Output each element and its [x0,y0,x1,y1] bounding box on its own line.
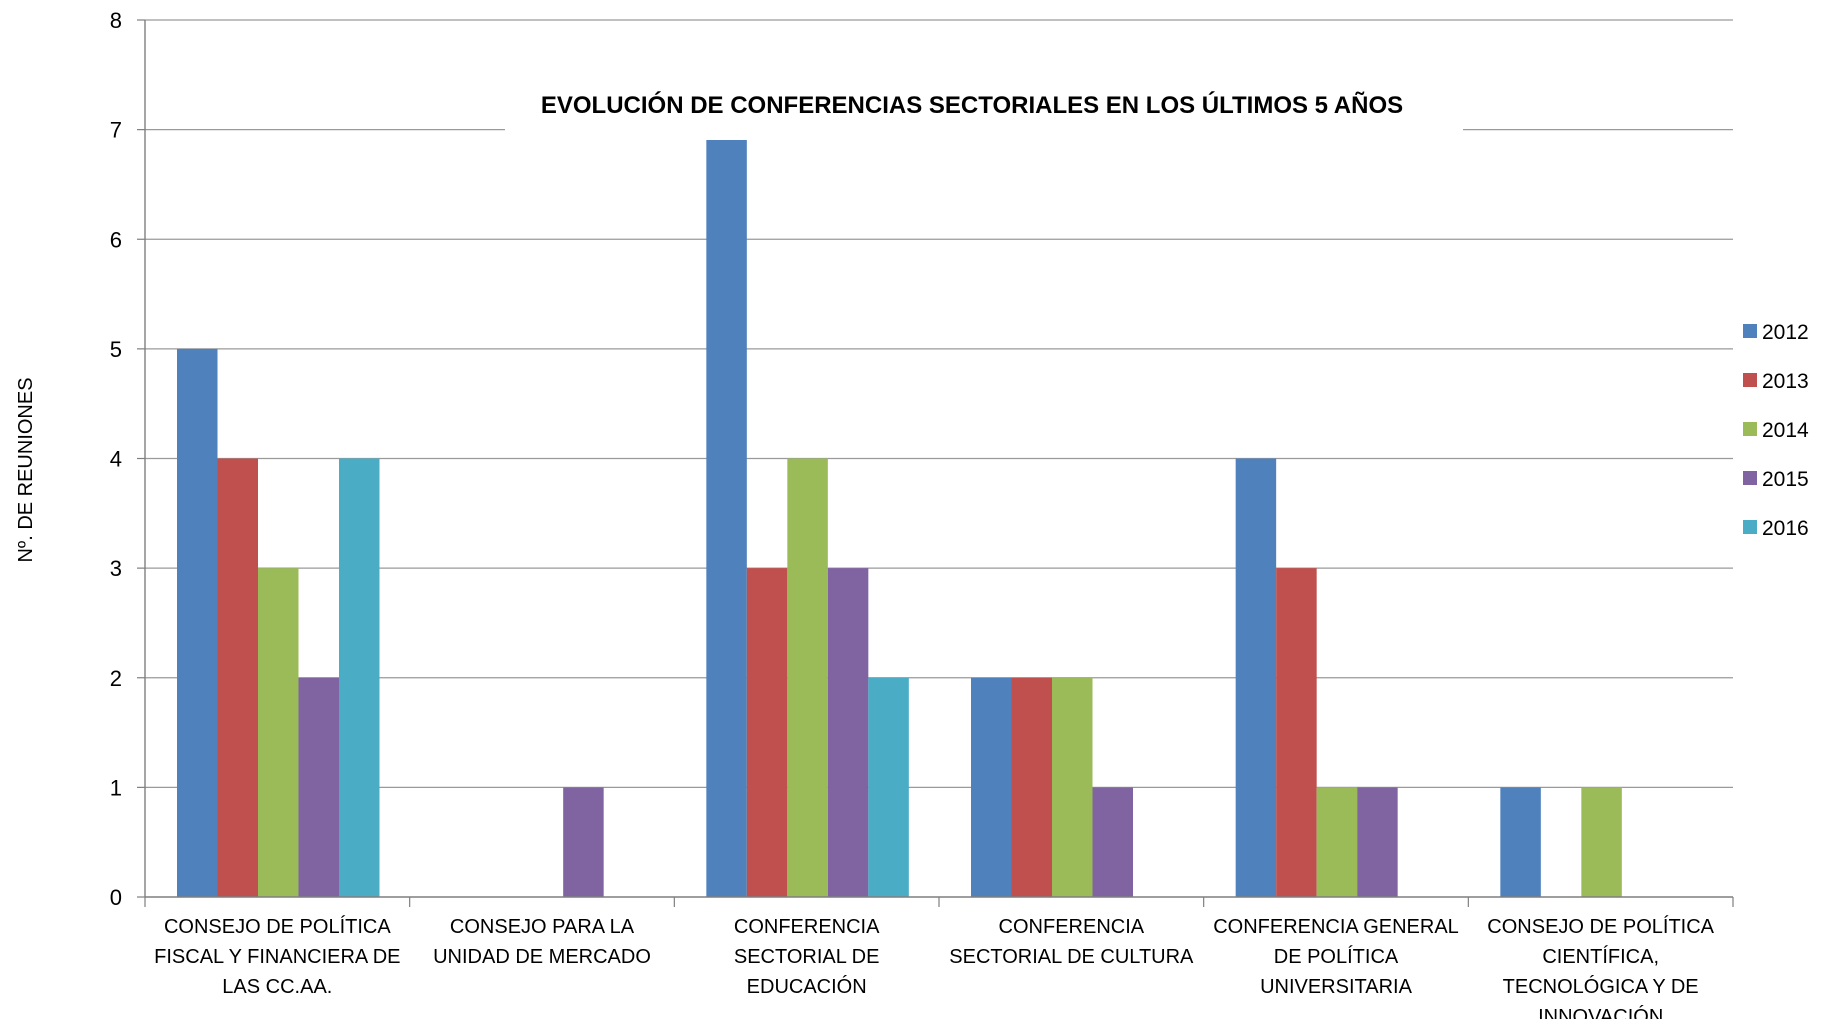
bar [563,787,604,897]
legend-label: 2014 [1762,419,1809,442]
x-category-label: FISCAL Y FINANCIERA DE [154,946,400,968]
x-category-label: SECTORIAL DE [734,946,880,968]
legend-swatch [1743,520,1757,534]
x-category-label: CONFERENCIA [734,916,880,938]
x-category-label: INNOVACIÓN [1538,1005,1663,1019]
bar [1235,458,1277,897]
y-tick-label: 5 [110,337,122,362]
bar [298,677,339,897]
y-tick-labels: 0 1 2 3 4 5 6 7 8 [110,8,122,910]
legend-label: 2013 [1762,370,1809,393]
legend-label: 2012 [1762,321,1809,344]
y-tick-label: 1 [110,775,122,800]
y-axis-label: Nº. DE REUNIONES [15,377,37,562]
bar [971,677,1012,897]
x-category-label: SECTORIAL DE CULTURA [949,946,1194,968]
x-category-label: UNIVERSITARIA [1260,976,1413,998]
x-category-label: TECNOLÓGICA Y DE [1503,975,1699,998]
y-tick-label: 0 [110,885,122,910]
bar [339,458,380,897]
bar [1052,677,1093,897]
y-tick-label: 8 [110,8,122,33]
bar [1092,787,1133,897]
y-tick-label: 7 [110,118,122,143]
y-tick-label: 3 [110,556,122,581]
x-category-label: CONSEJO DE POLÍTICA [164,915,391,938]
chart-title: EVOLUCIÓN DE CONFERENCIAS SECTORIALES EN… [541,91,1403,119]
bar [787,458,828,897]
bar [1500,787,1541,897]
x-category-label: CONSEJO DE POLÍTICA [1487,915,1714,938]
bar [746,568,788,897]
x-category-label: CONFERENCIA [999,916,1145,938]
axes [137,19,1734,907]
title-background [505,80,1463,140]
bar [258,568,299,897]
x-category-label: EDUCACIÓN [747,975,867,998]
legend: 2012 2013 2014 2015 2016 [1743,321,1809,540]
x-category-label: LAS CC.AA. [222,976,332,998]
x-category-labels: CONSEJO DE POLÍTICA FISCAL Y FINANCIERA D… [154,915,1715,1019]
bar [1357,787,1398,897]
legend-label: 2015 [1762,468,1809,491]
x-category-label: CIENTÍFICA, [1542,945,1659,968]
bar [1276,568,1317,897]
legend-swatch [1743,324,1757,338]
bar [1316,787,1358,897]
legend-swatch [1743,422,1757,436]
legend-swatch [1743,373,1757,387]
bar [1011,677,1052,897]
x-category-label: UNIDAD DE MERCADO [433,946,651,968]
gridlines [145,19,1733,788]
bar [827,568,869,897]
x-category-label: CONFERENCIA GENERAL [1213,916,1459,938]
bars [177,129,1622,897]
x-category-label: CONSEJO PARA LA [450,916,635,938]
bar [706,129,747,897]
bar [1581,787,1622,897]
legend-label: 2016 [1762,517,1809,540]
bar [868,677,909,897]
bar [177,348,218,897]
y-tick-label: 6 [110,227,122,252]
y-tick-label: 2 [110,666,122,691]
legend-swatch [1743,471,1757,485]
bar [217,458,258,897]
x-category-label: DE POLÍTICA [1274,945,1399,968]
y-tick-label: 4 [110,447,122,472]
